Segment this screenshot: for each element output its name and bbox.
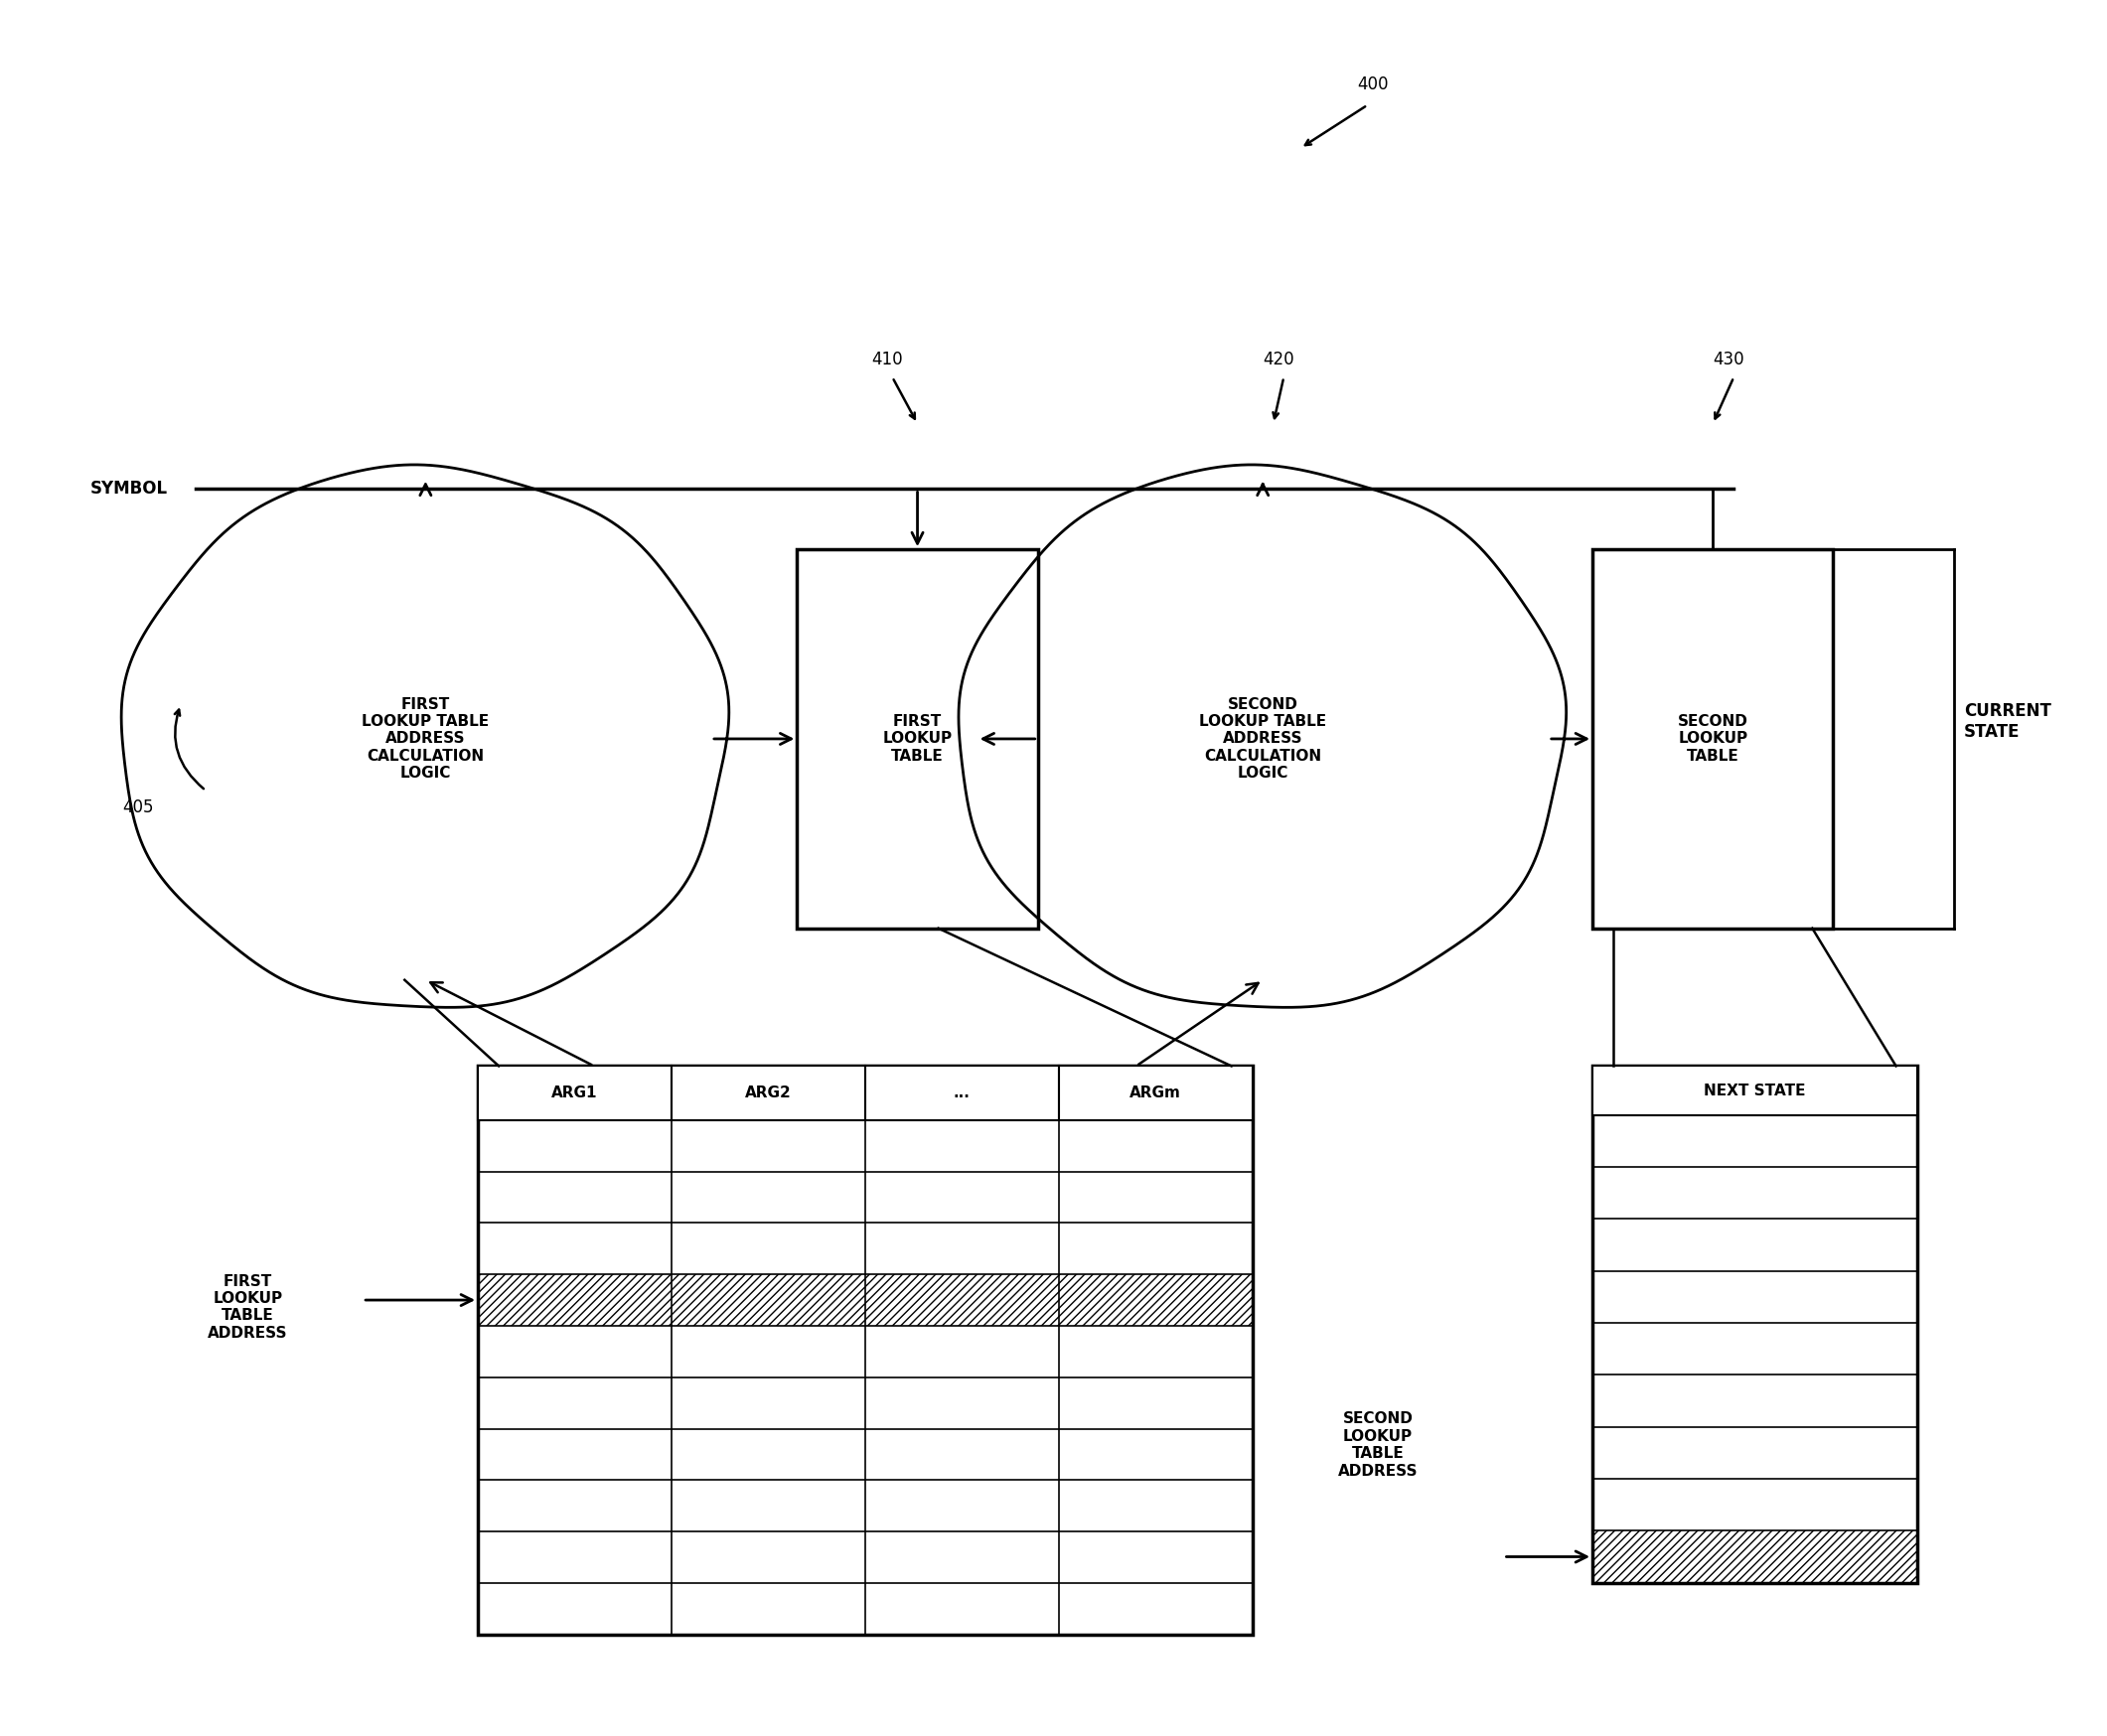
Text: ARG1: ARG1 — [552, 1085, 598, 1101]
Text: 430: 430 — [1713, 351, 1745, 368]
Bar — [1058, 1066, 1252, 1120]
Text: FIRST
LOOKUP
TABLE: FIRST LOOKUP TABLE — [883, 713, 952, 764]
Polygon shape — [959, 465, 1566, 1007]
Bar — [1058, 1274, 1252, 1326]
Text: ARG2: ARG2 — [746, 1085, 792, 1101]
Bar — [672, 1274, 866, 1326]
Text: ...: ... — [954, 1085, 971, 1101]
Text: SECOND
LOOKUP
TABLE
ADDRESS: SECOND LOOKUP TABLE ADDRESS — [1338, 1411, 1418, 1479]
Bar — [866, 1274, 1058, 1326]
Text: 405: 405 — [122, 799, 154, 816]
Text: SYMBOL: SYMBOL — [91, 481, 169, 498]
Text: FIRST
LOOKUP
TABLE
ADDRESS: FIRST LOOKUP TABLE ADDRESS — [209, 1274, 287, 1340]
Text: 400: 400 — [1357, 75, 1389, 94]
Text: 410: 410 — [872, 351, 902, 368]
Bar — [1593, 1066, 1917, 1115]
Bar — [1593, 1531, 1917, 1583]
Text: NEXT STATE: NEXT STATE — [1705, 1083, 1806, 1099]
Bar — [1593, 1066, 1917, 1583]
Bar — [478, 1066, 1252, 1634]
Text: FIRST
LOOKUP TABLE
ADDRESS
CALCULATION
LOGIC: FIRST LOOKUP TABLE ADDRESS CALCULATION L… — [362, 696, 489, 781]
Bar — [672, 1066, 866, 1120]
Text: ARGm: ARGm — [1129, 1085, 1182, 1101]
Bar — [796, 549, 1039, 929]
Text: SECOND
LOOKUP TABLE
ADDRESS
CALCULATION
LOGIC: SECOND LOOKUP TABLE ADDRESS CALCULATION … — [1199, 696, 1327, 781]
Bar — [478, 1066, 672, 1120]
Text: 420: 420 — [1262, 351, 1294, 368]
Text: CURRENT
STATE: CURRENT STATE — [1964, 703, 2052, 741]
Bar — [478, 1274, 672, 1326]
Bar — [1593, 549, 1833, 929]
Polygon shape — [122, 465, 729, 1007]
Bar — [866, 1066, 1058, 1120]
Text: SECOND
LOOKUP
TABLE: SECOND LOOKUP TABLE — [1677, 713, 1749, 764]
